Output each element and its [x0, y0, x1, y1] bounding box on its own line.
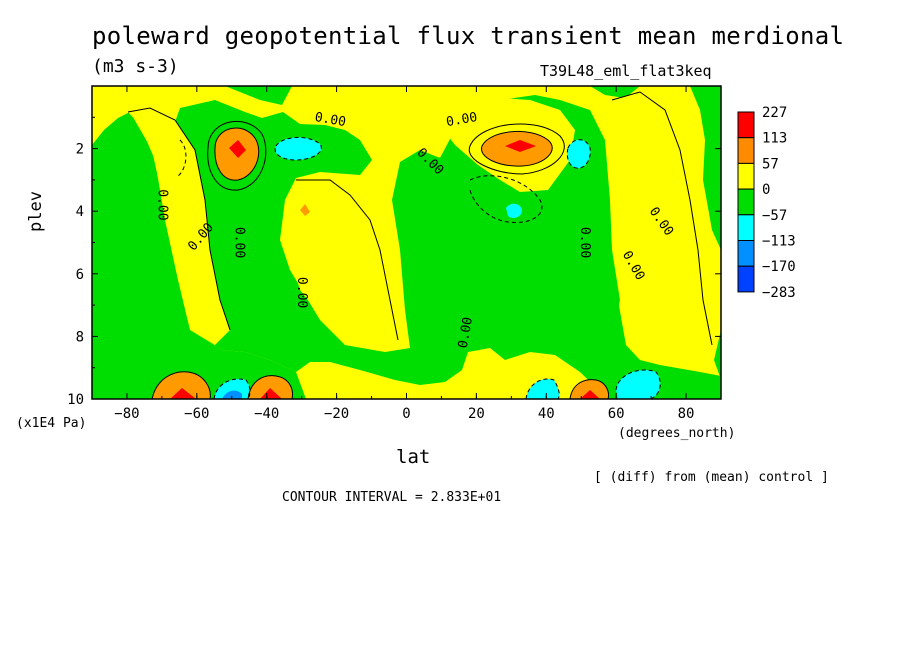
field-peak-bottom-3 — [580, 390, 600, 399]
colorbar-label: 113 — [762, 131, 787, 147]
y-tick-label: 6 — [76, 267, 84, 283]
x-tick-label: 20 — [468, 406, 485, 422]
colorbar-swatch — [737, 111, 755, 139]
colorbar-label: −113 — [762, 234, 796, 250]
zero-contour-labels: 0.000.00 0.000.000.000.000.000.000.000.00… — [154, 110, 676, 349]
y-tick-label: 8 — [76, 329, 84, 345]
colorbar-swatch — [737, 265, 755, 293]
colorbar-swatch — [737, 188, 755, 216]
field-pos-north-column — [612, 92, 712, 360]
zero-contour-label: 0.00 — [154, 189, 169, 220]
x-tick-label: −40 — [254, 406, 279, 422]
field-neg-right-edge — [690, 86, 721, 250]
zero-contour-label: 0.00 — [231, 227, 246, 258]
y-tick-label: 4 — [76, 204, 84, 220]
x-tick-label: 0 — [402, 406, 410, 422]
contour-line — [127, 107, 231, 331]
contour-line — [247, 375, 293, 399]
field-neg-far-right — [714, 330, 721, 380]
colorbar-label: −283 — [762, 285, 796, 301]
y-axis: 2 4 6 8 10 — [67, 116, 721, 408]
colorbar-label: 0 — [762, 182, 770, 198]
x-tick-label: 40 — [538, 406, 555, 422]
contour-line-dashed — [213, 378, 251, 399]
field-max-bottom-1 — [152, 371, 211, 399]
field-max-bottom-2 — [248, 375, 293, 399]
x-tick-label: 60 — [608, 406, 625, 422]
contour-line — [214, 127, 260, 181]
contour-line-dashed — [525, 378, 560, 399]
field-pos-south-column — [128, 108, 230, 345]
x-tick-label: −20 — [324, 406, 349, 422]
diff-note: [ (diff) from (mean) control ] — [594, 470, 829, 485]
field-peak-north — [505, 140, 536, 152]
x-tick-label: −80 — [114, 406, 139, 422]
colorbar-label: 227 — [762, 105, 787, 121]
colorbar-swatch — [737, 240, 755, 267]
field-min-blue-1 — [222, 390, 242, 399]
colorbar-swatch — [737, 214, 755, 242]
contour-line — [151, 371, 211, 399]
field-max-bottom-3 — [570, 379, 609, 399]
chart-title: poleward geopotential flux transient mea… — [92, 22, 845, 50]
y-axis-units: (x1E4 Pa) — [16, 416, 87, 431]
colorbar-swatch — [737, 162, 755, 190]
field-min-cyan-1 — [275, 137, 322, 160]
y-tick-label: 2 — [76, 142, 84, 158]
contour-line — [468, 123, 565, 175]
x-axis: −80 −60 −40 −20 0 20 40 60 80 — [91, 86, 722, 422]
contour-line-dashed — [177, 139, 187, 177]
colorbar-swatch — [737, 137, 755, 164]
contour-line-dashed — [469, 175, 543, 224]
contour-line-dashed — [615, 369, 661, 399]
chart-units: (m3 s-3) — [92, 56, 179, 77]
contour-line — [481, 130, 553, 167]
field-min-cyan-2 — [567, 139, 591, 169]
field-peak-south — [229, 140, 246, 158]
zero-contour-label: 0.00 — [577, 227, 592, 258]
y-tick-label: 10 — [67, 392, 84, 408]
zero-contour-label: 0.00 — [314, 110, 347, 130]
contour-line — [611, 91, 713, 346]
run-label: T39L48_eml_flat3keq — [540, 62, 712, 80]
contour-fields — [92, 86, 721, 399]
x-axis-label: lat — [396, 446, 431, 468]
contour-line — [569, 379, 609, 399]
contour-line-dashed — [274, 137, 322, 161]
field-neg-top-left — [225, 86, 292, 105]
colorbar-label: 57 — [762, 156, 779, 172]
field-peak-small — [300, 204, 310, 216]
contour-interval: CONTOUR INTERVAL = 2.833E+01 — [282, 490, 502, 505]
contour-line — [296, 179, 399, 341]
zero-contour-label: 0.00 — [445, 110, 478, 130]
field-neg-top-right — [590, 86, 640, 98]
field-min-cyan-6 — [616, 370, 661, 399]
field-min-cyan-3 — [506, 203, 522, 218]
field-peak-bottom-2 — [260, 388, 282, 399]
x-tick-label: −60 — [184, 406, 209, 422]
field-neg-central-strip — [410, 120, 620, 360]
contour-line-dashed — [566, 139, 591, 169]
field-pos-central-column — [285, 180, 398, 348]
contour-line — [207, 120, 267, 191]
contour-lines — [127, 91, 713, 399]
field-neg-lower-left — [92, 300, 168, 399]
colorbar-label: −170 — [762, 259, 796, 275]
x-axis-units: (degrees_north) — [618, 426, 736, 441]
colorbar-label: −57 — [762, 208, 787, 224]
x-tick-label: 80 — [678, 406, 695, 422]
zero-contour-label: 0.00 — [294, 277, 309, 308]
field-peak-bottom-1 — [170, 388, 196, 399]
zero-contour-label: 0.00 — [456, 316, 476, 349]
colorbar: 227 113 57 0 −57 −113 −170 −283 — [737, 105, 796, 301]
